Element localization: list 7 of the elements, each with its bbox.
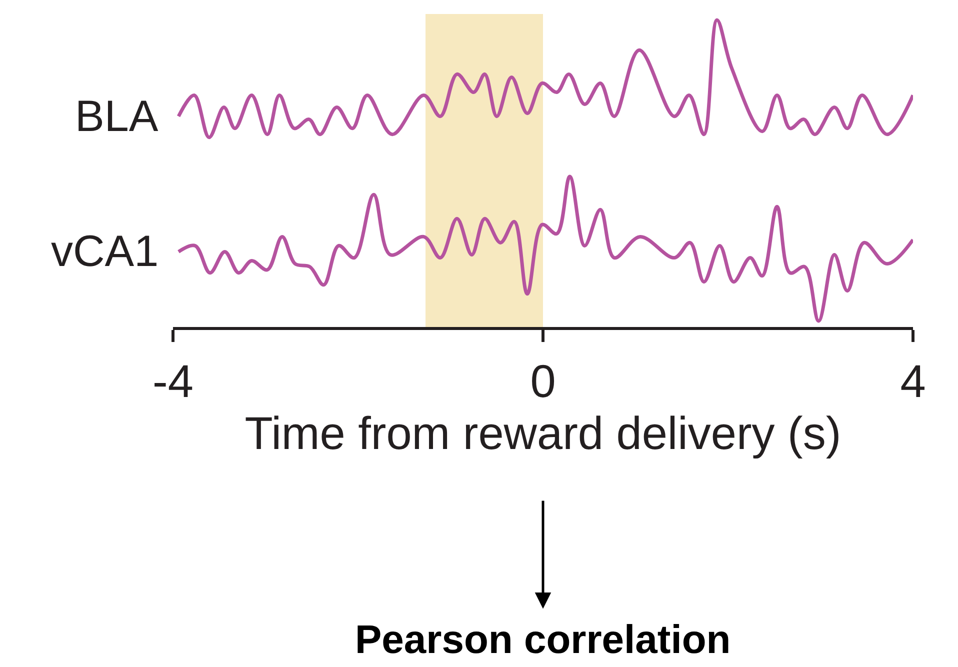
x-tick-label: 0: [530, 354, 556, 407]
x-tick-label: -4: [152, 354, 194, 407]
x-tick-label: 4: [900, 354, 926, 407]
series-label: vCA1: [51, 227, 159, 276]
series-label: BLA: [75, 92, 159, 141]
x-axis-title: Time from reward delivery (s): [244, 406, 842, 459]
text: Pearson correlation: [355, 618, 731, 662]
